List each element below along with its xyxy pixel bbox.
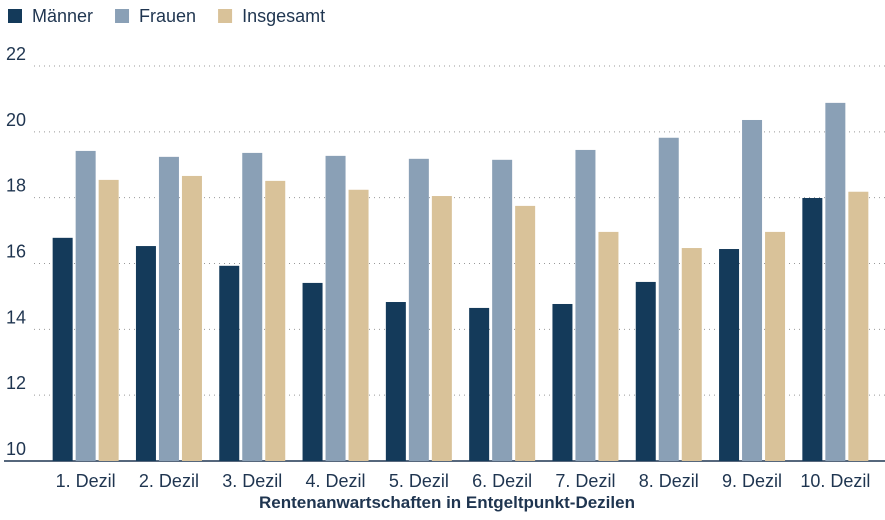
- x-tick-label: 9. Dezil: [722, 471, 782, 491]
- y-tick-label: 12: [6, 373, 26, 393]
- bar: [265, 180, 286, 462]
- y-tick-label: 14: [6, 307, 26, 327]
- bar: [742, 119, 763, 461]
- x-tick-label: 8. Dezil: [639, 471, 699, 491]
- bar: [431, 196, 452, 462]
- bar: [681, 248, 702, 461]
- bar: [598, 231, 619, 461]
- x-axis-title: Rentenanwartschaften in Entgeltpunkt-Dez…: [259, 493, 635, 512]
- x-tick-label: 7. Dezil: [555, 471, 615, 491]
- bar: [158, 156, 179, 461]
- bar: [302, 282, 323, 461]
- bar: [848, 191, 869, 461]
- legend-label: Frauen: [139, 6, 196, 26]
- bar: [135, 246, 156, 461]
- x-tick-label: 1. Dezil: [56, 471, 116, 491]
- bar: [408, 158, 429, 461]
- bar: [75, 150, 96, 462]
- bar: [765, 231, 786, 461]
- bar: [219, 265, 240, 461]
- y-tick-label: 16: [6, 242, 26, 262]
- legend-label: Insgesamt: [242, 6, 325, 26]
- legend-swatch: [8, 9, 22, 23]
- bar: [635, 281, 656, 461]
- bar: [575, 149, 596, 461]
- x-tick-label: 10. Dezil: [800, 471, 870, 491]
- bar: [719, 249, 740, 461]
- bar: [181, 175, 202, 462]
- bar: [825, 102, 846, 461]
- bar: [469, 307, 490, 461]
- bar: [802, 197, 823, 461]
- legend-swatch: [218, 9, 233, 23]
- y-tick-label: 10: [6, 439, 26, 459]
- bar: [52, 237, 73, 461]
- bar: [515, 205, 536, 461]
- bar: [348, 189, 369, 461]
- y-tick-label: 22: [6, 44, 26, 64]
- bar: [492, 159, 513, 461]
- bar: [658, 137, 679, 461]
- bar: [242, 152, 263, 461]
- y-tick-label: 18: [6, 176, 26, 196]
- y-tick-label: 20: [6, 110, 26, 130]
- x-tick-label: 4. Dezil: [306, 471, 366, 491]
- x-tick-label: 3. Dezil: [222, 471, 282, 491]
- x-tick-label: 2. Dezil: [139, 471, 199, 491]
- x-tick-label: 6. Dezil: [472, 471, 532, 491]
- bar: [552, 303, 573, 461]
- bar: [325, 155, 346, 462]
- bar: [98, 179, 119, 461]
- bar: [385, 302, 406, 461]
- legend-swatch: [115, 9, 130, 23]
- x-tick-label: 5. Dezil: [389, 471, 449, 491]
- legend-label: Männer: [32, 6, 93, 26]
